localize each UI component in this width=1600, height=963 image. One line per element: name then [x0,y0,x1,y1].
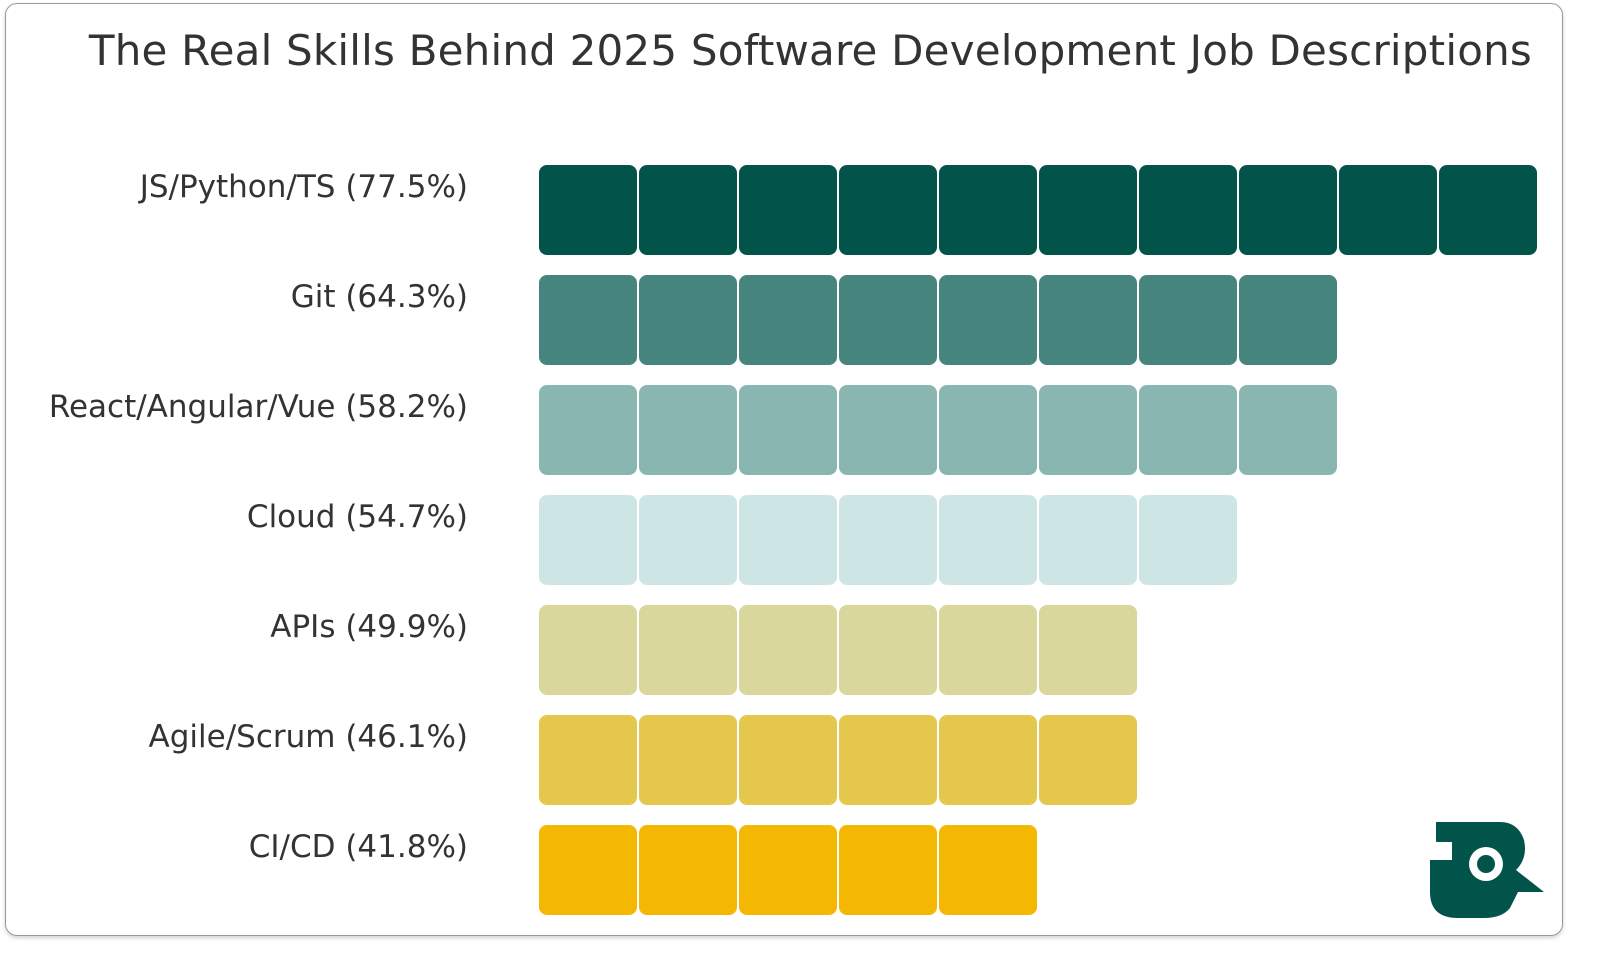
bar-tile [539,715,637,805]
bar-tile [539,495,637,585]
bar-tile [639,715,737,805]
bar-tile [939,275,1037,365]
bar-tile [839,605,937,695]
chart-title: The Real Skills Behind 2025 Software Dev… [88,26,1532,75]
bar-tile [939,165,1037,255]
bar-row: Cloud (54.7%) [247,495,1237,585]
bar-tile [939,495,1037,585]
bar-tile [639,275,737,365]
bar-tile [739,715,837,805]
bar-row: APIs (49.9%) [270,605,1137,695]
bar-tile [739,165,837,255]
bar-tile [539,165,637,255]
bar-tile [1039,605,1137,695]
bar-row: JS/Python/TS (77.5%) [138,165,1537,255]
bar-tile [1339,165,1437,255]
bar-tile [1239,385,1337,475]
category-label: CI/CD (41.8%) [249,829,468,865]
bar-tile [1139,495,1237,585]
category-label: Cloud (54.7%) [247,499,468,535]
bar-tile [539,825,637,915]
bar-tile [1139,275,1237,365]
bar-tile [1139,165,1237,255]
bar-tile [939,385,1037,475]
bar-tile [1239,275,1337,365]
brand-logo-icon [1430,822,1544,918]
bar-tile [1039,275,1137,365]
bar-tile [839,275,937,365]
bar-tile [1039,715,1137,805]
bar-tile [539,605,637,695]
bar-row: Git (64.3%) [291,275,1337,365]
bar-tile [739,825,837,915]
bar-row: Agile/Scrum (46.1%) [149,715,1137,805]
category-label: Agile/Scrum (46.1%) [149,719,468,755]
bar-tile [1039,495,1137,585]
bar-tile [839,715,937,805]
bar-tile [839,165,937,255]
bar-tile [739,495,837,585]
bar-tile [1039,385,1137,475]
bar-tile [739,385,837,475]
bar-tile [839,825,937,915]
bar-tile [639,825,737,915]
bar-tile [639,495,737,585]
bar-tile [1039,165,1137,255]
chart-card: The Real Skills Behind 2025 Software Dev… [5,3,1563,936]
bar-tile [1439,165,1537,255]
bar-tile [639,385,737,475]
bar-tile [939,715,1037,805]
bar-tile [539,275,637,365]
bar-tile [739,275,837,365]
bar-row: CI/CD (41.8%) [249,825,1037,915]
bar-tile [939,825,1037,915]
bar-row: React/Angular/Vue (58.2%) [49,385,1337,475]
bar-tile [639,605,737,695]
bar-tile [839,385,937,475]
bar-tile [839,495,937,585]
bar-tile [1239,165,1337,255]
category-label: JS/Python/TS (77.5%) [138,169,468,205]
bar-tile [939,605,1037,695]
bar-tile [639,165,737,255]
bar-chart: JS/Python/TS (77.5%) Git (64.3%) React/Ang… [49,165,1537,915]
bar-tile [539,385,637,475]
category-label: APIs (49.9%) [270,609,468,645]
category-label: React/Angular/Vue (58.2%) [49,389,468,425]
category-label: Git (64.3%) [291,279,468,315]
bar-tile [1139,385,1237,475]
bar-tile [739,605,837,695]
